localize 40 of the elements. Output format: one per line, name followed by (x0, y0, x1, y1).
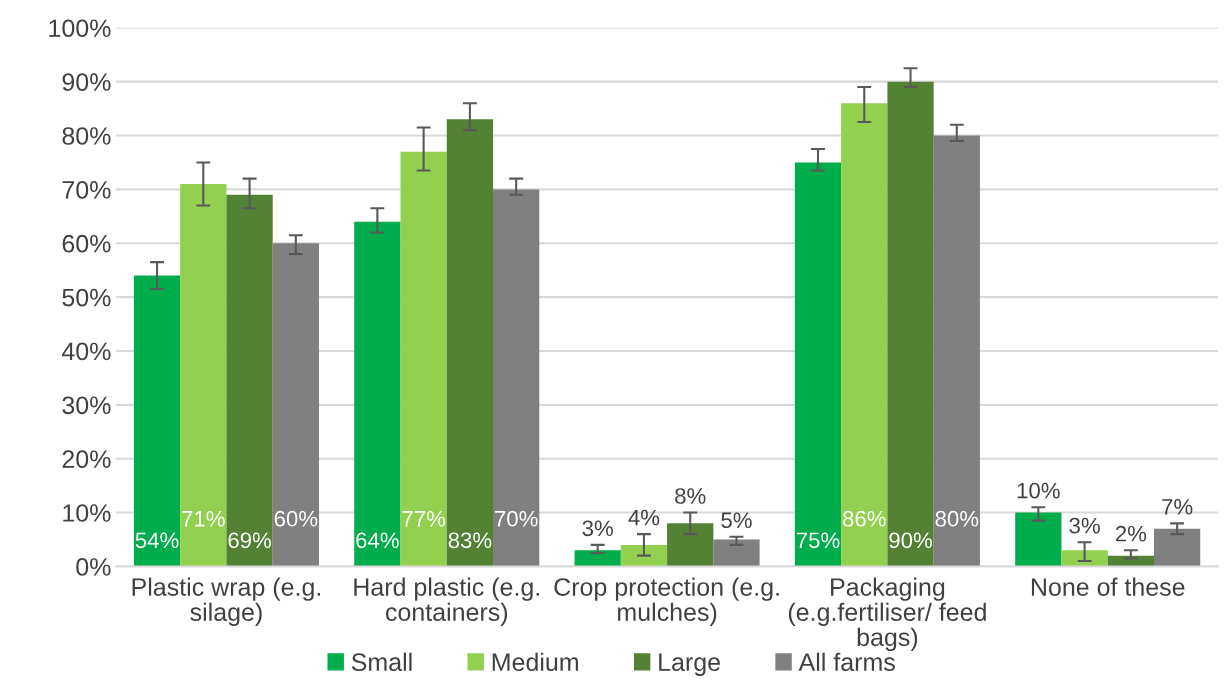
x-tick-label: None of these (1031, 577, 1185, 596)
data-label: 64% (356, 532, 399, 549)
data-label: 4% (628, 509, 660, 526)
y-tick-label: 80% (62, 127, 111, 145)
y-tick-label: 70% (62, 180, 111, 199)
y-tick-label: 40% (61, 342, 111, 361)
data-label: 77% (402, 510, 446, 527)
data-label: 8% (675, 488, 706, 504)
data-label: 83% (448, 532, 492, 549)
y-tick-label: 30% (62, 396, 111, 415)
x-tick-label: Plastic wrap (e.g. silage) (132, 577, 321, 626)
legend-label: All farms (798, 652, 895, 672)
data-label: 71% (182, 510, 225, 527)
y-tick-label: 50% (62, 288, 111, 307)
y-tick-label: 60% (62, 234, 111, 253)
x-tick-label: Crop protection (e.g. mulches) (554, 577, 779, 626)
data-label: 7% (1162, 498, 1193, 515)
data-label: 3% (582, 520, 613, 537)
legend-label: Medium (492, 652, 578, 672)
data-label: 2% (1115, 525, 1147, 542)
x-tick-label: Packaging (e.g.fertiliser/ feed bags) (788, 577, 986, 652)
data-label: 70% (495, 510, 538, 527)
legend-label: Large (659, 653, 720, 676)
legend-label: Small (351, 652, 412, 672)
y-tick-label: 0% (76, 558, 111, 576)
data-label: 69% (228, 532, 272, 549)
data-label: 60% (274, 510, 318, 527)
data-label: 80% (935, 510, 979, 527)
data-label: 75% (796, 532, 840, 549)
y-tick-label: 100% (49, 19, 111, 38)
data-label: 54% (135, 532, 179, 549)
x-tick-label: Hard plastic (e.g. containers) (354, 577, 539, 626)
data-label: 86% (842, 510, 886, 527)
data-label: 90% (889, 532, 932, 549)
data-label: 10% (1017, 482, 1060, 499)
y-tick-label: 90% (62, 73, 111, 91)
y-tick-label: 20% (62, 450, 111, 468)
y-tick-label: 10% (63, 504, 111, 522)
data-label: 5% (721, 512, 752, 529)
data-label: 3% (1069, 517, 1100, 534)
